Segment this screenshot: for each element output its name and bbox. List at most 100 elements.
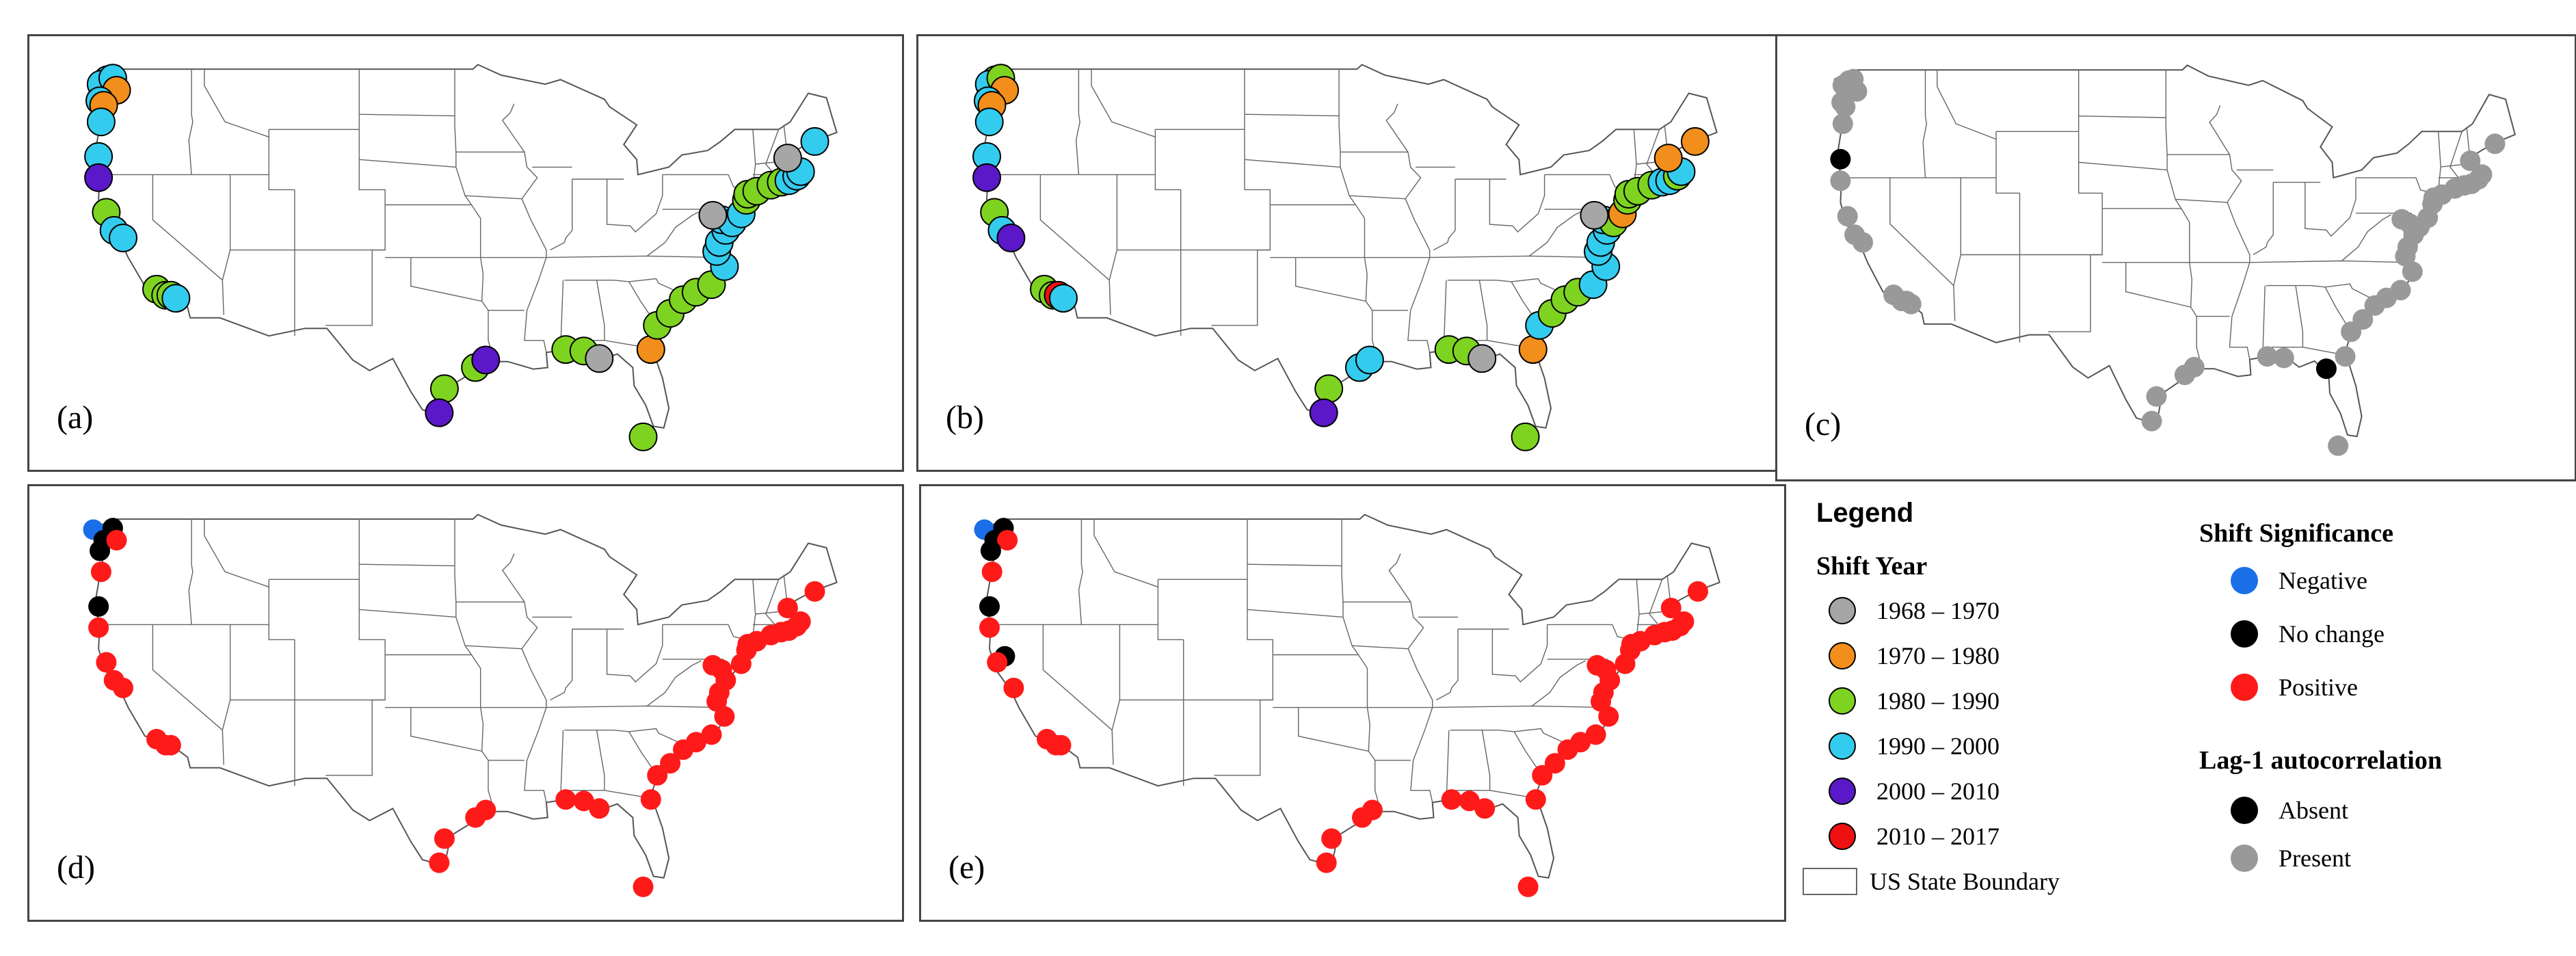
station-marker bbox=[1468, 344, 1497, 373]
shift-significance-heading: Shift Significance bbox=[2199, 519, 2393, 548]
shift-year-item: 1968 – 1970 bbox=[1829, 596, 2000, 625]
state-boundary bbox=[1211, 69, 1271, 326]
station-marker bbox=[800, 127, 829, 156]
significance-item: Positive bbox=[2231, 673, 2358, 702]
us-outline bbox=[91, 514, 838, 879]
state-boundary bbox=[544, 705, 722, 708]
state-boundary bbox=[152, 174, 223, 281]
significance-label: Negative bbox=[2279, 567, 2367, 594]
station-marker bbox=[1518, 335, 1548, 364]
station-marker bbox=[1830, 148, 1851, 170]
station-marker bbox=[1441, 789, 1462, 810]
station-marker bbox=[647, 765, 668, 786]
station-marker bbox=[685, 732, 706, 753]
state-boundary bbox=[465, 195, 522, 200]
station-marker bbox=[589, 798, 610, 819]
state-boundary bbox=[1385, 103, 1431, 353]
map-panel-c: (c) bbox=[1775, 34, 2576, 481]
state-boundary-swatch bbox=[1803, 868, 1857, 895]
panel-label-e: (e) bbox=[948, 849, 985, 886]
state-boundary bbox=[1498, 728, 1574, 747]
station-marker bbox=[109, 224, 137, 252]
station-marker bbox=[1532, 765, 1553, 786]
station-marker bbox=[160, 734, 181, 756]
us-map-svg bbox=[974, 514, 1721, 897]
station-marker bbox=[2141, 410, 2162, 431]
station-marker bbox=[979, 596, 1000, 617]
station-marker bbox=[1832, 114, 1853, 134]
state-boundary bbox=[1341, 519, 1370, 752]
station-marker bbox=[1362, 799, 1383, 821]
panel-label-d: (d) bbox=[57, 849, 95, 886]
shift-year-label: 1970 – 1980 bbox=[1876, 642, 2000, 669]
state-boundary bbox=[613, 278, 689, 297]
state-boundary bbox=[359, 159, 456, 168]
shift-year-swatch bbox=[1829, 687, 1856, 715]
station-marker bbox=[1580, 200, 1609, 230]
state-boundary bbox=[1338, 69, 1368, 302]
lag-item: Absent bbox=[2231, 796, 2348, 825]
station-marker bbox=[633, 876, 654, 897]
station-marker bbox=[2484, 133, 2506, 155]
state-boundary bbox=[550, 179, 573, 251]
station-marker bbox=[2315, 358, 2337, 380]
state-boundary bbox=[1937, 70, 1997, 140]
state-boundary bbox=[1889, 177, 1954, 287]
station-marker bbox=[702, 654, 723, 676]
state-boundary bbox=[1513, 731, 1541, 774]
lag-swatch bbox=[2231, 797, 2258, 824]
station-marker bbox=[2257, 346, 2278, 367]
state-boundary bbox=[606, 174, 663, 233]
lag-label: Absent bbox=[2279, 797, 2348, 824]
station-marker bbox=[1474, 798, 1496, 819]
state-boundary bbox=[613, 728, 689, 747]
map-panel-d: (d) bbox=[27, 484, 904, 922]
state-boundary bbox=[204, 519, 269, 587]
station-marker bbox=[1003, 678, 1024, 698]
state-boundary bbox=[2305, 177, 2356, 237]
state-boundary bbox=[1244, 159, 1341, 168]
map-panel-b: (b) bbox=[916, 34, 1783, 472]
state-boundary bbox=[2262, 285, 2266, 357]
panel-label-a: (a) bbox=[57, 399, 94, 436]
station-marker bbox=[1570, 732, 1591, 753]
station-marker bbox=[84, 163, 114, 192]
state-boundary bbox=[2356, 177, 2434, 194]
state-boundary bbox=[1247, 563, 1342, 567]
station-marker bbox=[88, 617, 109, 638]
state-boundary bbox=[2125, 262, 2202, 366]
station-marker bbox=[2471, 164, 2493, 185]
station-marker bbox=[1355, 345, 1384, 375]
shift-year-label: 2010 – 2017 bbox=[1876, 823, 2000, 850]
station-marker bbox=[96, 652, 117, 673]
state-boundary bbox=[1528, 210, 1583, 256]
state-boundary bbox=[1995, 131, 2020, 194]
state-boundary bbox=[1078, 519, 1083, 625]
shift-year-item: 1990 – 2000 bbox=[1829, 732, 2000, 760]
station-marker bbox=[434, 828, 455, 849]
station-marker bbox=[972, 163, 1001, 192]
state-boundary bbox=[268, 579, 295, 641]
station-marker bbox=[987, 652, 1008, 673]
station-marker bbox=[804, 581, 825, 602]
state-boundary bbox=[1295, 257, 1378, 359]
state-boundary bbox=[268, 129, 295, 191]
state-boundary bbox=[560, 730, 564, 800]
state-boundary bbox=[1547, 624, 1632, 641]
station-marker bbox=[2352, 309, 2374, 330]
shift-year-swatch bbox=[1829, 642, 1856, 669]
station-marker bbox=[90, 561, 111, 583]
state-boundary bbox=[359, 609, 456, 618]
station-marker bbox=[1586, 654, 1608, 676]
station-marker bbox=[161, 284, 191, 313]
state-boundary bbox=[1388, 553, 1433, 803]
state-boundary bbox=[2253, 182, 2274, 256]
station-marker bbox=[1900, 293, 1922, 315]
station-marker bbox=[475, 799, 496, 821]
station-marker bbox=[1673, 611, 1695, 632]
station-marker bbox=[2273, 347, 2294, 369]
panel-label-b: (b) bbox=[946, 399, 984, 436]
lag-item: Present bbox=[2231, 844, 2351, 873]
station-marker bbox=[640, 789, 661, 810]
station-marker bbox=[1525, 789, 1546, 810]
